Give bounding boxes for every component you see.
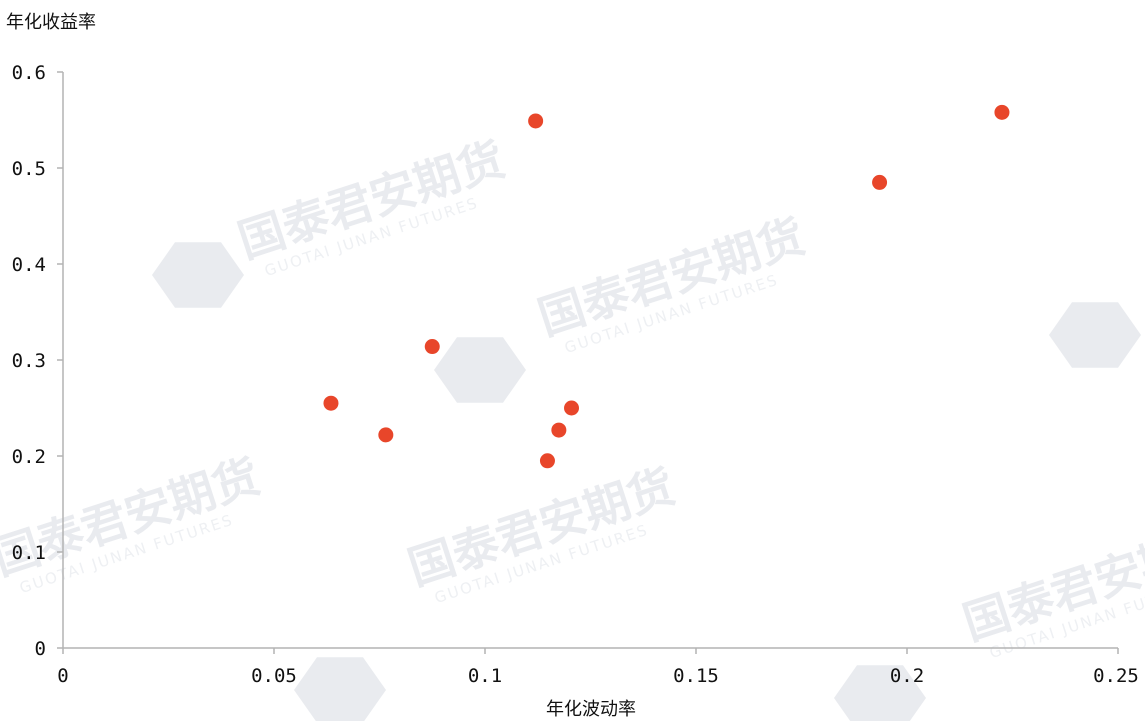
y-tick-label: 0.1 [12,542,46,564]
data-point [323,395,339,411]
y-tick-label: 0 [35,638,46,660]
x-tick-label: 0.1 [468,665,502,687]
y-axis-title: 年化收益率 [6,12,96,33]
y-tick-label: 0.3 [12,350,46,372]
watermark-logo-0 [152,242,244,308]
data-point [564,400,580,416]
data-point [872,174,888,190]
watermark-logo-1 [434,337,526,403]
data-point [539,453,555,469]
x-tick-label: 0 [57,665,68,687]
data-point [551,422,567,438]
y-tick-label: 0.5 [12,158,46,180]
watermark-logo-3 [834,665,926,721]
x-axis-title: 年化波动率 [546,699,636,720]
data-points [323,104,1010,469]
x-tick-label: 0.2 [890,665,924,687]
y-axis-ticks: 0 0.1 0.2 0.3 0.4 0.5 0.6 [12,62,63,660]
x-tick-label: 0.15 [673,665,719,687]
y-tick-label: 0.2 [12,446,46,468]
data-point [378,427,394,443]
y-tick-label: 0.6 [12,62,46,84]
x-tick-label: 0.05 [251,665,297,687]
watermark-logo-2 [1049,302,1141,368]
data-point [994,104,1010,120]
data-point [528,113,544,129]
x-axis-ticks: 0 0.05 0.1 0.15 0.2 0.25 [57,648,1139,687]
y-tick-label: 0.4 [12,254,46,276]
data-point [424,339,440,355]
watermark-logo-4 [294,657,386,721]
x-tick-label: 0.25 [1093,665,1139,687]
